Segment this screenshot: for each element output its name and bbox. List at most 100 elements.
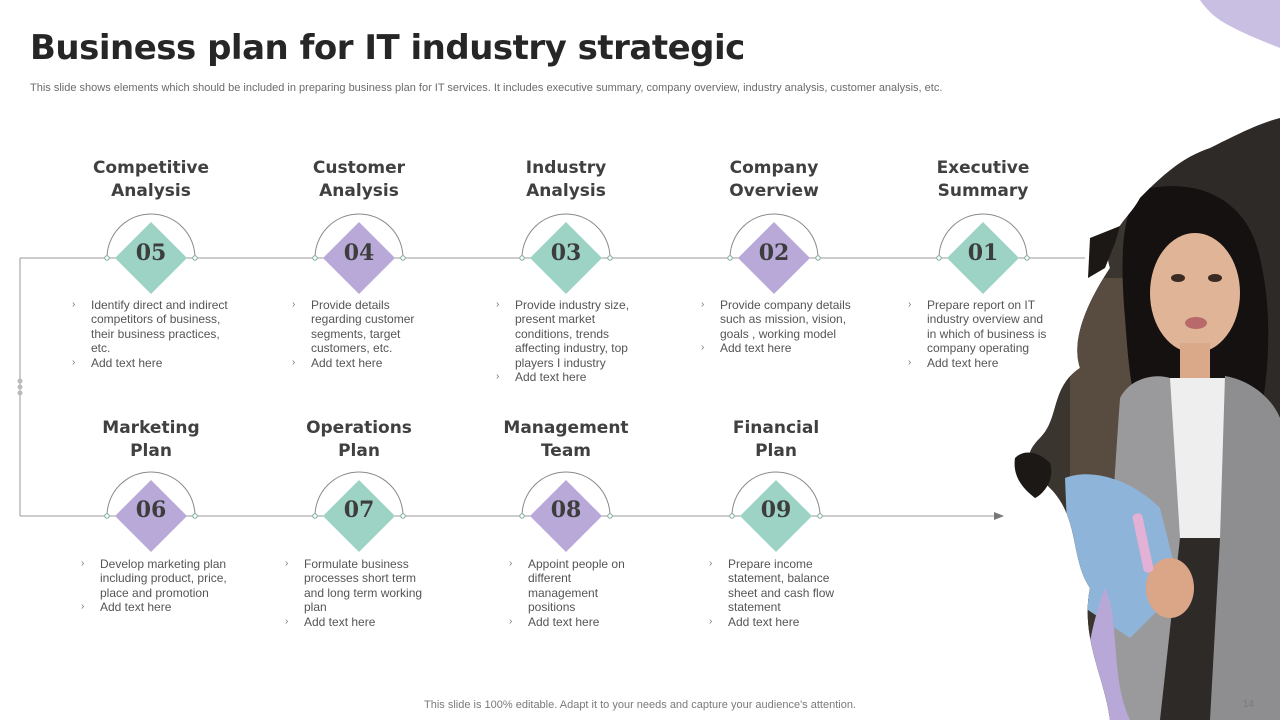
connector-dot [17,384,23,390]
corner-brush-decoration [1200,0,1280,48]
step-number-08: 08 [550,497,582,523]
node-arc [521,471,611,517]
chevron-right-icon: › [81,558,85,569]
node-arc [314,213,404,259]
node-anchor-dot [312,513,318,519]
chevron-right-icon: › [701,299,705,310]
node-diamond-08 [530,480,602,552]
chevron-right-icon: › [496,299,500,310]
bullet-list-financial-plan: › Prepare income statement, balance sheet… [709,557,849,629]
step-title-company-overview: Company Overview [729,158,819,201]
bullet-list-customer-analysis: › Provide details regarding customer segm… [292,298,434,370]
node-diamond-05 [115,222,187,294]
step-number-01: 01 [967,240,999,266]
list-item: › Add text here [496,370,587,385]
step-number-06: 06 [135,497,167,523]
chevron-right-icon: › [285,615,289,627]
step-number-03: 03 [550,240,582,266]
list-item: › Formulate business processes short term… [285,557,423,615]
list-item: › Add text here [709,614,800,629]
list-item: › Prepare income statement, balance sheet… [709,557,835,615]
bullet-list-management-team: › Appoint people on different management … [509,557,639,629]
chevron-right-icon: › [709,558,713,569]
node-anchor-dot [729,513,735,519]
page-subtitle: This slide shows elements which should b… [30,82,943,94]
node-anchor-dot [936,255,942,261]
node-anchor-dot [1024,255,1030,261]
node-anchor-dot [815,255,821,261]
connector-dot [17,390,23,396]
chevron-right-icon: › [285,558,289,569]
list-item: › Provide industry size, present market … [496,298,630,370]
node-anchor-dot [192,255,198,261]
connector-dot [17,378,23,384]
node-diamond-06 [115,480,187,552]
step-title-customer-analysis: Customer Analysis [312,158,406,201]
bullet-list-competitive-analysis: › Identify direct and indirect competitor… [72,298,234,370]
chevron-right-icon: › [72,356,76,368]
node-anchor-dot [312,255,318,261]
node-arc [106,213,196,259]
node-diamond-04 [323,222,395,294]
node-anchor-dot [104,513,110,519]
node-anchor-dot [104,255,110,261]
node-anchor-dot [192,513,198,519]
step-number-05: 05 [135,240,167,266]
step-title-financial-plan: Financial Plan [732,418,820,461]
footer-note: This slide is 100% editable. Adapt it to… [424,699,856,711]
node-diamond-09 [740,480,812,552]
step-number-04: 04 [343,240,375,266]
node-diamond-02 [738,222,810,294]
node-anchor-dot [400,513,406,519]
node-arc [106,471,196,517]
list-item: › Appoint people on different management … [509,557,625,615]
chevron-right-icon: › [72,299,76,310]
node-anchor-dot [519,255,525,261]
node-anchor-dot [607,255,613,261]
list-item: › Prepare report on IT industry overview … [908,298,1047,356]
chevron-right-icon: › [701,342,705,354]
step-title-competitive-analysis: Competitive Analysis [92,158,210,201]
chevron-right-icon: › [292,299,296,310]
bullet-list-executive-summary: › Prepare report on IT industry overview … [908,298,1053,370]
list-item: › Add text here [701,341,792,356]
node-diamond-01 [947,222,1019,294]
node-diamond-07 [323,480,395,552]
step-title-executive-summary: Executive Summary [936,158,1030,201]
chevron-right-icon: › [509,558,513,569]
page-title: Business plan for IT industry strategic [30,28,745,68]
node-arc [731,471,821,517]
person-photo [1014,118,1280,720]
list-item: › Add text here [81,600,172,615]
list-item: › Add text here [908,355,999,370]
node-arc [314,471,404,517]
chevron-right-icon: › [292,356,296,368]
chevron-right-icon: › [908,299,912,310]
step-number-02: 02 [758,240,790,266]
chevron-right-icon: › [709,615,713,627]
list-item: › Add text here [285,614,376,629]
node-anchor-dot [519,513,525,519]
node-anchor-dot [607,513,613,519]
node-anchor-dot [817,513,823,519]
node-arc [938,213,1028,259]
node-anchor-dot [727,255,733,261]
bullet-list-company-overview: › Provide company details such as mission… [701,298,853,356]
node-diamond-03 [530,222,602,294]
list-item: › Provide details regarding customer segm… [292,298,415,356]
step-number-07: 07 [343,497,375,523]
step-number-09: 09 [760,497,792,523]
chevron-right-icon: › [509,615,513,627]
bullet-list-operations-plan: › Formulate business processes short term… [285,557,435,629]
bullet-list-industry-analysis: › Provide industry size, present market … [496,298,646,384]
chevron-right-icon: › [496,371,500,383]
chevron-right-icon: › [908,356,912,368]
list-item: › Identify direct and indirect competitor… [72,298,228,356]
arrow-head [994,512,1004,520]
list-item: › Add text here [72,355,163,370]
bullet-list-marketing-plan: › Develop marketing plan including produc… [81,557,231,615]
step-title-marketing-plan: Marketing Plan [102,418,200,461]
list-item: › Develop marketing plan including produc… [81,557,227,600]
step-title-management-team: Management Team [503,418,629,461]
